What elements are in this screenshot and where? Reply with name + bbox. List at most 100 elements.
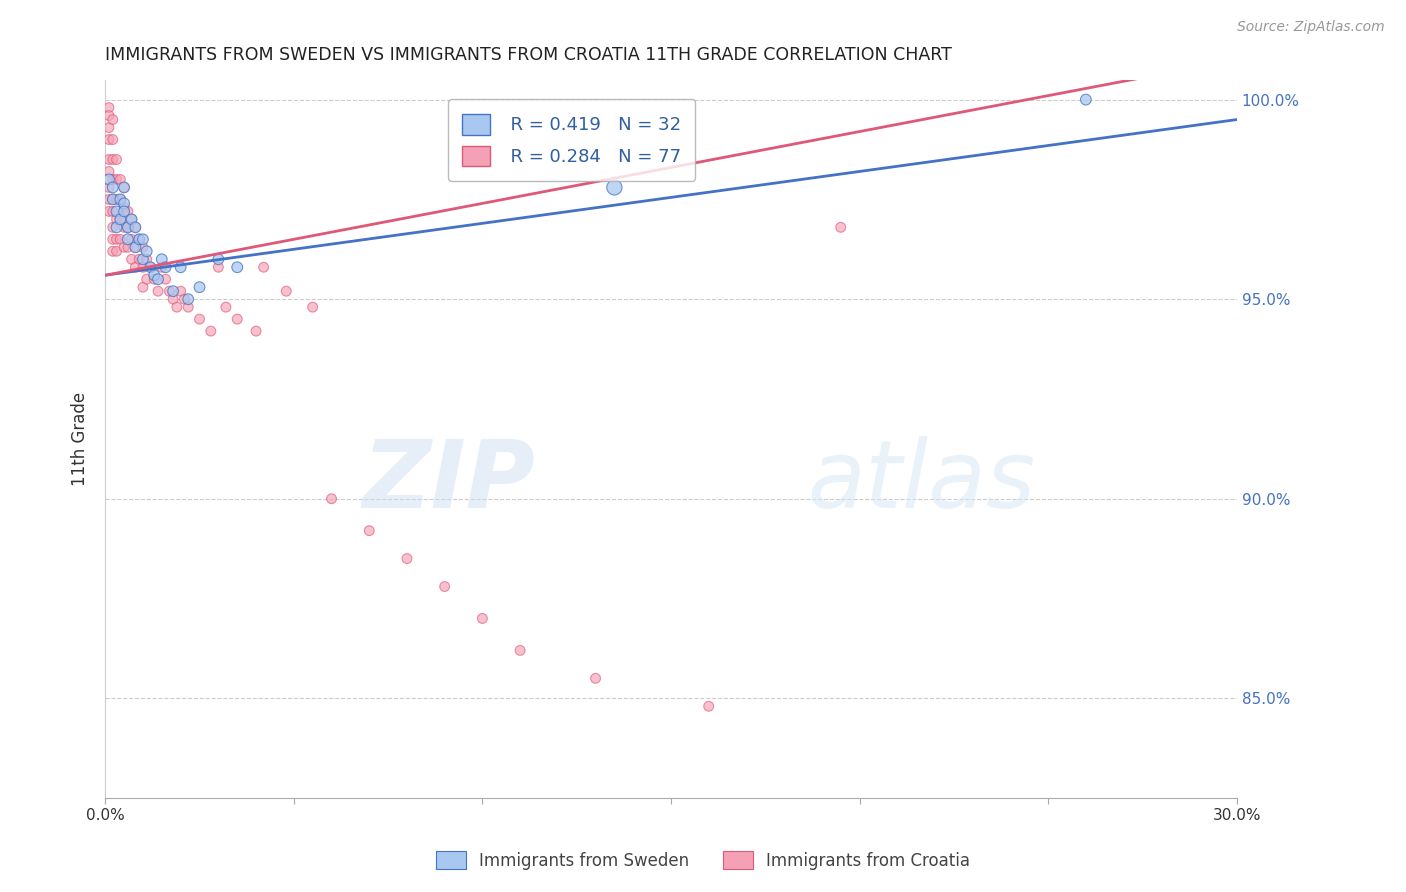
Point	[110, 193, 132, 207]
Point	[110, 172, 132, 186]
Point	[117, 204, 139, 219]
Point	[98, 109, 121, 123]
Point	[226, 260, 249, 275]
Point	[112, 220, 135, 235]
Point	[157, 284, 180, 298]
Point	[105, 204, 128, 219]
Point	[121, 212, 143, 227]
Point	[101, 204, 124, 219]
Point	[105, 193, 128, 207]
Point	[112, 180, 135, 194]
Point	[162, 292, 184, 306]
Point	[105, 244, 128, 259]
Point	[117, 240, 139, 254]
Point	[1074, 93, 1097, 107]
Point	[155, 260, 177, 275]
Point	[101, 112, 124, 127]
Point	[101, 172, 124, 186]
Point	[146, 272, 169, 286]
Point	[146, 284, 169, 298]
Point	[207, 260, 229, 275]
Point	[101, 132, 124, 146]
Point	[117, 232, 139, 246]
Point	[98, 120, 121, 135]
Legend: Immigrants from Sweden, Immigrants from Croatia: Immigrants from Sweden, Immigrants from …	[429, 845, 977, 877]
Point	[143, 272, 166, 286]
Point	[509, 643, 531, 657]
Point	[135, 244, 157, 259]
Point	[135, 272, 157, 286]
Point	[121, 232, 143, 246]
Point	[128, 232, 150, 246]
Point	[105, 220, 128, 235]
Point	[471, 611, 494, 625]
Point	[177, 292, 200, 306]
Point	[169, 260, 191, 275]
Y-axis label: 11th Grade: 11th Grade	[72, 392, 89, 486]
Point	[101, 244, 124, 259]
Point	[177, 300, 200, 314]
Point	[169, 284, 191, 298]
Point	[139, 260, 162, 275]
Legend:   R = 0.419   N = 32,   R = 0.284   N = 77: R = 0.419 N = 32, R = 0.284 N = 77	[449, 100, 695, 181]
Point	[697, 699, 720, 714]
Point	[101, 153, 124, 167]
Text: Source: ZipAtlas.com: Source: ZipAtlas.com	[1237, 20, 1385, 34]
Point	[101, 220, 124, 235]
Point	[162, 284, 184, 298]
Point	[395, 551, 418, 566]
Point	[112, 196, 135, 211]
Point	[117, 220, 139, 235]
Point	[135, 252, 157, 267]
Point	[253, 260, 276, 275]
Point	[150, 260, 173, 275]
Point	[139, 260, 162, 275]
Point	[830, 220, 852, 235]
Point	[110, 193, 132, 207]
Point	[132, 240, 155, 254]
Point	[98, 153, 121, 167]
Point	[132, 252, 155, 267]
Point	[110, 212, 132, 227]
Point	[124, 240, 146, 254]
Point	[112, 200, 135, 214]
Point	[433, 580, 456, 594]
Point	[98, 204, 121, 219]
Point	[101, 193, 124, 207]
Point	[101, 193, 124, 207]
Point	[98, 180, 121, 194]
Point	[112, 204, 135, 219]
Point	[98, 164, 121, 178]
Point	[98, 193, 121, 207]
Point	[112, 180, 135, 194]
Point	[321, 491, 343, 506]
Point	[188, 312, 211, 326]
Point	[359, 524, 381, 538]
Point	[124, 240, 146, 254]
Point	[124, 220, 146, 235]
Point	[105, 212, 128, 227]
Point	[226, 312, 249, 326]
Text: ZIP: ZIP	[363, 436, 536, 528]
Point	[98, 132, 121, 146]
Text: atlas: atlas	[807, 436, 1035, 527]
Point	[117, 220, 139, 235]
Point	[585, 671, 607, 685]
Point	[105, 153, 128, 167]
Point	[155, 272, 177, 286]
Point	[200, 324, 222, 338]
Text: IMMIGRANTS FROM SWEDEN VS IMMIGRANTS FROM CROATIA 11TH GRADE CORRELATION CHART: IMMIGRANTS FROM SWEDEN VS IMMIGRANTS FRO…	[105, 46, 952, 64]
Point	[105, 172, 128, 186]
Point	[98, 101, 121, 115]
Point	[245, 324, 267, 338]
Point	[166, 300, 188, 314]
Point	[101, 180, 124, 194]
Point	[276, 284, 298, 298]
Point	[603, 180, 626, 194]
Point	[101, 232, 124, 246]
Point	[301, 300, 323, 314]
Point	[132, 280, 155, 294]
Point	[143, 268, 166, 283]
Point	[207, 252, 229, 267]
Point	[188, 280, 211, 294]
